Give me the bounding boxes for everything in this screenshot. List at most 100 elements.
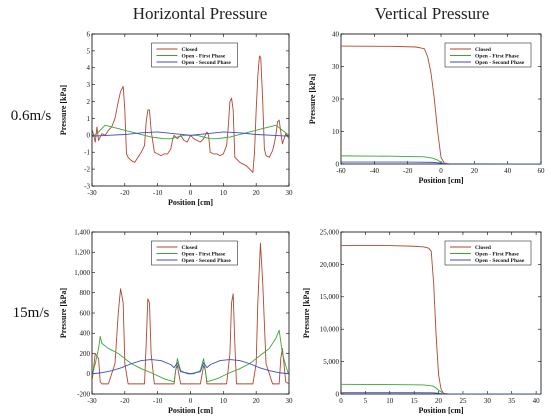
legend-label: Closed [182,245,198,251]
x-tick-label: 20 [435,397,443,405]
y-tick-label: 200 [80,350,91,358]
x-tick-label: -20 [403,167,413,175]
y-tick-label: 4 [87,64,91,72]
x-tick-label: -20 [120,189,130,197]
series-line-open-second-phase [341,392,541,394]
x-tick-label: 30 [286,397,294,405]
series-line-open-second-phase [92,359,289,375]
x-axis-label: Position [cm] [418,176,463,185]
x-tick-label: 40 [533,397,541,405]
y-tick-label: 5,000 [323,358,339,366]
y-tick-label: -2 [84,166,90,174]
series-line-closed [92,242,289,385]
row-label-slow: 0.6m/s [11,108,52,124]
x-tick-label: 20 [471,167,479,175]
legend-label: Open - First Phase [475,54,519,60]
x-tick-label: 15 [411,397,419,405]
legend-label: Closed [182,47,198,53]
series-line-closed [92,55,289,173]
column-title-horizontal: Horizontal Pressure [133,4,268,23]
x-tick-label: 5 [364,397,368,405]
x-axis-label: Position [cm] [168,406,213,415]
x-tick-label: 40 [504,167,512,175]
y-tick-label: 800 [80,289,91,297]
y-tick-label: 20 [332,95,340,103]
x-tick-label: 0 [189,397,193,405]
legend-label: Closed [475,47,491,53]
chart-horizontal-pressure-15: -30 -20 -10 0 10 20 30 -200 0 200 400 600 800 1,000 1,… [59,228,293,415]
x-tick-label: 10 [386,397,394,405]
x-tick-label: -30 [87,397,97,405]
y-axis-label: Pressure [kPa] [59,85,68,135]
legend-label: Open - Second Phase [182,60,232,66]
x-tick-label: 20 [253,397,261,405]
y-tick-label: 0 [336,390,340,398]
y-tick-label: -1 [84,149,90,157]
y-tick-label: 40 [332,30,340,38]
x-tick-label: 30 [286,189,294,197]
y-tick-label: 10 [332,128,340,136]
x-tick-label: 10 [220,189,228,197]
x-tick-label: 0 [189,189,193,197]
y-tick-label: 5 [87,47,91,55]
y-tick-label: 10,000 [320,326,340,334]
y-tick-label: 20,000 [320,261,340,269]
y-tick-label: 1,000 [74,269,90,277]
legend-label: Closed [475,245,491,251]
x-tick-label: -30 [87,189,97,197]
x-tick-label: -40 [370,167,380,175]
x-tick-label: 60 [538,167,546,175]
y-tick-label: 0 [87,370,91,378]
y-tick-label: 3 [87,81,91,89]
y-tick-label: 15,000 [320,293,340,301]
x-tick-label: 0 [439,167,443,175]
legend-label: Open - Second Phase [475,60,525,66]
y-axis-label: Pressure [kPa] [308,74,317,124]
y-tick-label: 400 [80,330,91,338]
y-tick-label: -200 [77,390,90,398]
y-tick-label: 1,200 [74,249,90,257]
y-tick-label: 30 [332,63,340,71]
x-tick-label: 30 [484,397,492,405]
column-title-vertical: Vertical Pressure [375,4,490,23]
x-tick-label: 0 [339,397,343,405]
y-tick-label: 0 [87,132,91,140]
y-tick-label: 0 [336,160,340,168]
x-tick-label: -60 [336,167,346,175]
legend-label: Open - Second Phase [182,258,232,264]
legend-label: Open - First Phase [182,54,226,60]
y-tick-label: 1,400 [74,228,90,236]
chart-vertical-pressure-0.6: -60 -40 -20 0 20 40 60 0 10 20 30 40 Position [cm] Pr… [308,30,545,185]
legend-label: Open - Second Phase [475,258,525,264]
x-tick-label: -10 [153,189,163,197]
chart-vertical-pressure-15: 0 5 10 15 20 25 30 35 40 0 5,000 10,000 15,000 20,000… [302,228,542,415]
y-axis-label: Pressure [kPa] [302,288,311,338]
x-tick-label: -20 [120,397,130,405]
x-tick-label: 25 [459,397,467,405]
series-line-open-second-phase [341,161,541,164]
legend-label: Open - First Phase [182,252,226,258]
x-tick-label: 20 [253,189,261,197]
y-tick-label: -3 [84,182,90,190]
x-axis-label: Position [cm] [418,406,463,415]
legend-label: Open - First Phase [475,252,519,258]
x-tick-label: -10 [153,397,163,405]
y-tick-label: 2 [87,98,91,106]
y-tick-label: 6 [87,30,91,38]
series-line-closed [341,45,541,164]
x-tick-label: 35 [508,397,516,405]
series-line-open-second-phase [92,131,289,137]
y-axis-label: Pressure [kPa] [59,288,68,338]
row-label-fast: 15m/s [13,305,50,321]
x-axis-label: Position [cm] [168,198,213,207]
y-tick-label: 1 [87,115,91,123]
x-tick-label: 10 [220,397,228,405]
y-tick-label: 25,000 [320,228,340,236]
y-tick-label: 600 [80,309,91,317]
